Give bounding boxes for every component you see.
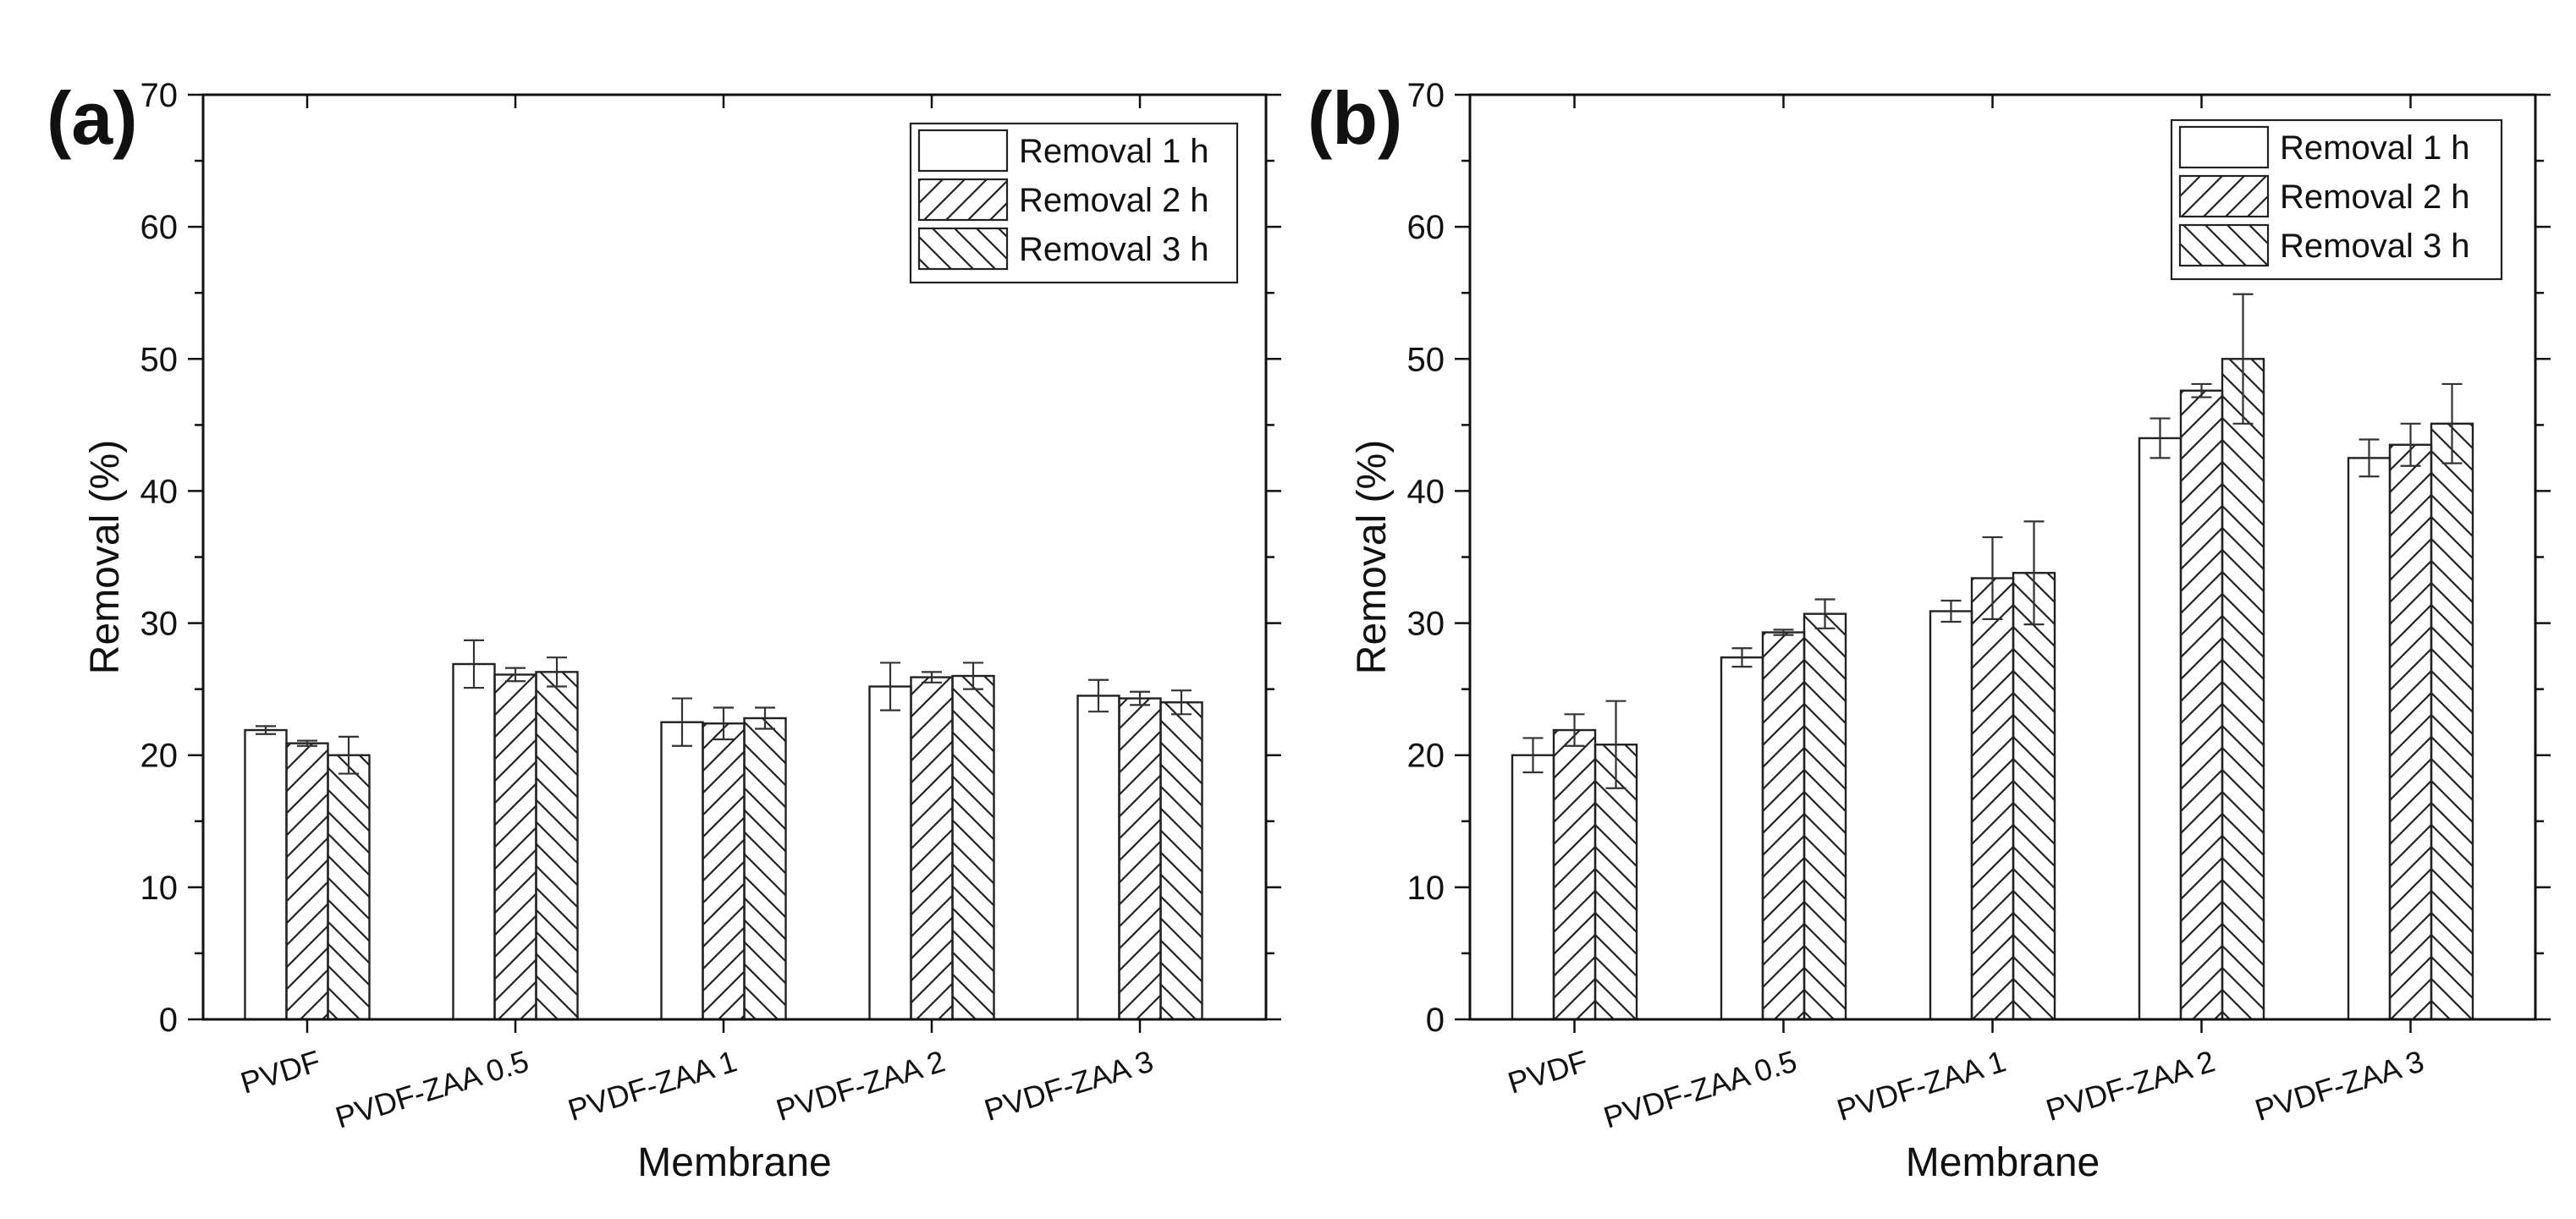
bar	[660, 721, 704, 1021]
bar	[702, 722, 746, 1021]
panel-a: (a) 0 10 20 30 40 50 60 70 PVDF PVDF-ZAA 0.5 PVDF-Z…	[47, 76, 1281, 1185]
bar	[868, 685, 912, 1021]
bar	[743, 717, 787, 1021]
y-tick-label: 20	[1407, 738, 1445, 775]
bar	[2388, 443, 2433, 1021]
bar	[1720, 656, 1764, 1021]
legend-swatch	[2178, 223, 2270, 267]
x-tick-label: PVDF-ZAA 0.5	[1599, 1043, 1801, 1134]
x-axis-title: Membrane	[1906, 1140, 2100, 1185]
bar	[493, 673, 537, 1021]
bar	[2221, 358, 2265, 1021]
bar	[327, 754, 371, 1021]
legend-label: Removal 2 h	[2280, 178, 2470, 216]
legend-label: Removal 3 h	[2280, 228, 2470, 265]
bar	[1970, 577, 2015, 1021]
legend-swatch	[2178, 174, 2270, 218]
bar	[2179, 389, 2224, 1021]
y-tick-label: 40	[140, 473, 179, 510]
x-tick-label: PVDF	[237, 1043, 325, 1100]
y-tick-label: 30	[1407, 606, 1445, 643]
y-tick-label: 30	[140, 606, 179, 643]
legend-label: Removal 1 h	[2280, 129, 2470, 167]
y-tick-label: 10	[140, 870, 179, 907]
x-tick-label: PVDF-ZAA 3	[980, 1043, 1157, 1127]
bar	[2138, 437, 2182, 1021]
legend-swatch	[917, 227, 1009, 271]
y-tick-label: 0	[1426, 1002, 1445, 1039]
legend-label: Removal 3 h	[1019, 231, 1209, 268]
bar	[1761, 631, 1806, 1021]
x-tick-label: PVDF-ZAA 0.5	[332, 1043, 533, 1134]
x-tick-label: PVDF	[1504, 1043, 1592, 1100]
y-tick-label: 20	[140, 738, 179, 775]
bar	[452, 662, 496, 1021]
y-tick-label: 40	[1407, 473, 1445, 510]
bar	[285, 742, 329, 1021]
bar	[2347, 457, 2392, 1021]
legend-swatch	[917, 178, 1009, 222]
legend-swatch	[2178, 125, 2270, 169]
bar	[244, 728, 288, 1021]
panel-letter: (b)	[1307, 76, 1402, 160]
bar	[1076, 695, 1120, 1021]
bar	[1118, 697, 1162, 1021]
bar	[951, 674, 995, 1021]
y-axis-title: Removal (%)	[83, 440, 128, 674]
y-tick-label: 70	[140, 77, 179, 114]
x-tick-label: PVDF-ZAA 1	[564, 1043, 740, 1127]
y-tick-label: 70	[1407, 77, 1445, 114]
bar	[1511, 754, 1555, 1021]
x-tick-label: PVDF-ZAA 3	[2251, 1043, 2428, 1127]
bar	[2430, 422, 2474, 1021]
bar	[2012, 572, 2056, 1021]
bar	[1803, 612, 1847, 1021]
bar	[1552, 728, 1597, 1021]
bar	[910, 676, 954, 1021]
legend-swatch	[917, 129, 1009, 173]
bar	[535, 671, 579, 1021]
y-tick-label: 10	[1407, 870, 1445, 907]
y-tick-label: 60	[140, 209, 179, 246]
bar	[1929, 610, 1973, 1021]
x-axis-title: Membrane	[637, 1140, 831, 1185]
panel-b: (b) 0 10 20 30 40 50 60 70 PVDF PVDF-ZAA 0.5 PVDF-Z…	[1307, 76, 2551, 1185]
y-tick-label: 0	[159, 1002, 178, 1039]
y-tick-label: 60	[1407, 209, 1445, 246]
legend-label: Removal 2 h	[1019, 182, 1209, 219]
legend-label: Removal 1 h	[1019, 133, 1209, 170]
y-tick-label: 50	[1407, 341, 1445, 378]
y-axis-title: Removal (%)	[1350, 440, 1395, 674]
x-tick-label: PVDF-ZAA 2	[2042, 1043, 2219, 1127]
x-tick-label: PVDF-ZAA 1	[1833, 1043, 2010, 1127]
panel-letter: (a)	[47, 76, 138, 160]
y-tick-label: 50	[140, 341, 179, 378]
bar	[1159, 701, 1203, 1021]
x-tick-label: PVDF-ZAA 2	[772, 1043, 949, 1127]
